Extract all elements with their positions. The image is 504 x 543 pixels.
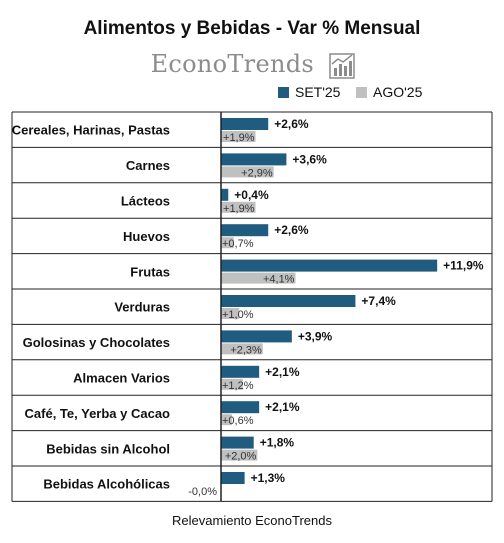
data-label-set25-bebidas-sin-alcohol: +1,8% [260,436,295,450]
data-label-ago25-lacteos: +1,9% [223,203,255,215]
data-label-ago25-carnes: +2,9% [241,167,273,179]
bar-set25-golosinas-y-chocolates [221,330,292,342]
bar-set25-almacen-varios [221,366,259,378]
data-label-set25-golosinas-y-chocolates: +3,9% [298,329,333,343]
category-label-lacteos: Lácteos [121,194,170,209]
bar-set25-carnes [221,153,286,165]
data-label-set25-almacen-varios: +2,1% [265,365,300,379]
data-label-ago25-bebidas-sin-alcohol: +2,0% [225,451,257,463]
data-label-set25-huevos: +2,6% [274,223,309,237]
chart-footer: Relevamiento EconoTrends [0,513,504,528]
bar-set25-cereales-harinas-pastas [221,118,268,130]
category-label-huevos: Huevos [123,229,170,244]
category-label-cafe-te-yerba-y-cacao: Café, Te, Yerba y Cacao [25,406,171,421]
data-label-set25-lacteos: +0,4% [234,188,269,202]
data-label-set25-carnes: +3,6% [292,152,327,166]
data-label-set25-cafe-te-yerba-y-cacao: +2,1% [265,400,300,414]
data-label-ago25-cafe-te-yerba-y-cacao: +0,6% [222,415,254,427]
data-label-ago25-bebidas-alcoholicas: -0,0% [188,486,217,498]
bar-set25-huevos [221,224,268,236]
bar-set25-lacteos [221,189,228,201]
data-label-ago25-huevos: +0,7% [222,238,254,250]
data-label-ago25-verduras: +1,0% [222,309,254,321]
data-label-set25-cereales-harinas-pastas: +2,6% [274,117,309,131]
bar-set25-bebidas-sin-alcohol [221,437,254,449]
data-label-ago25-cereales-harinas-pastas: +1,9% [223,132,255,144]
category-label-carnes: Carnes [126,158,170,173]
data-label-ago25-frutas: +4,1% [263,274,295,286]
data-label-set25-bebidas-alcoholicas: +1,3% [251,471,286,485]
bar-set25-cafe-te-yerba-y-cacao [221,401,259,413]
data-label-ago25-almacen-varios: +1,2% [222,380,254,392]
category-label-frutas: Frutas [130,264,170,279]
bar-set25-frutas [221,260,437,272]
category-label-bebidas-sin-alcohol: Bebidas sin Alcohol [46,441,170,456]
bar-set25-bebidas-alcoholicas [221,472,245,484]
category-label-almacen-varios: Almacen Varios [73,371,170,386]
category-label-golosinas-y-chocolates: Golosinas y Chocolates [23,335,170,350]
data-label-set25-frutas: +11,9% [443,259,484,273]
data-label-set25-verduras: +7,4% [361,294,396,308]
category-label-cereales-harinas-pastas: Cereales, Harinas, Pastas [12,123,170,138]
data-label-ago25-golosinas-y-chocolates: +2,3% [230,344,262,356]
bar-set25-verduras [221,295,355,307]
category-label-verduras: Verduras [114,300,170,315]
category-label-bebidas-alcoholicas: Bebidas Alcohólicas [43,477,170,492]
